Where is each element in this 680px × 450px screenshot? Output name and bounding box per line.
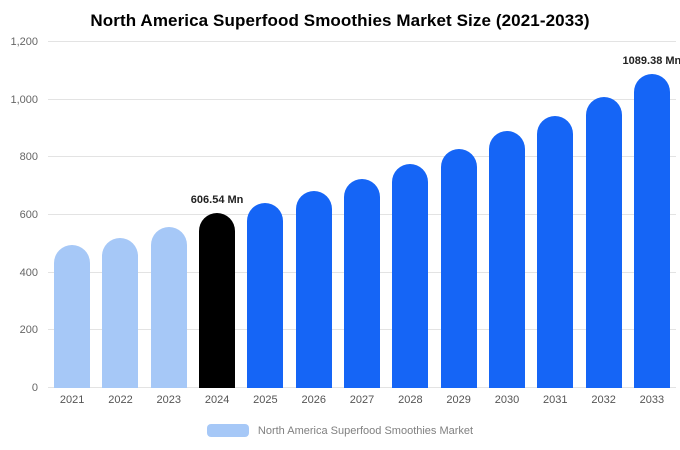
bar-slot <box>435 42 483 388</box>
y-tick-label: 800 <box>19 151 38 164</box>
bar-slot <box>145 42 193 388</box>
bar-2022 <box>102 238 139 388</box>
bar-slot <box>579 42 627 388</box>
legend: North America Superfood Smoothies Market <box>0 424 680 437</box>
legend-label: North America Superfood Smoothies Market <box>257 424 474 437</box>
x-tick-label: 2025 <box>253 394 278 406</box>
legend-swatch <box>206 424 249 437</box>
bar-2025 <box>247 203 284 388</box>
x-tick-label: 2030 <box>494 394 520 406</box>
bar-2028 <box>392 163 429 388</box>
bar-slot <box>338 42 386 388</box>
x-tick-label: 2028 <box>398 394 423 406</box>
bar-2027 <box>344 178 381 388</box>
bar-slot <box>48 42 96 388</box>
x-tick-label: 2032 <box>591 394 616 406</box>
plot-area: 606.54 Mn 1089.38 Mn <box>48 41 680 388</box>
gridline <box>48 98 676 100</box>
y-tick-label: 1,200 <box>10 36 38 48</box>
y-tick-label: 1,000 <box>10 93 38 106</box>
bar-slot <box>386 42 434 388</box>
x-axis: 2021 2022 2023 2024 2025 2026 2027 2028 2029 2030… <box>48 394 676 406</box>
bar-2021 <box>54 245 91 388</box>
bar-2033: 1089.38 Mn <box>623 55 680 388</box>
bar-2030 <box>488 131 525 388</box>
bar-slot <box>290 42 338 388</box>
gridline <box>48 41 676 42</box>
bar-2029 <box>440 148 477 388</box>
y-tick-label: 200 <box>19 324 38 337</box>
x-tick-label: 2031 <box>543 394 568 406</box>
bar-2032 <box>585 97 622 388</box>
y-axis: 0 200 400 600 800 1,000 1,200 <box>8 36 42 394</box>
x-tick-label: 2024 <box>204 394 230 406</box>
bar-2031 <box>537 115 574 388</box>
bar-slot: 606.54 Mn <box>191 42 243 388</box>
x-tick-label: 2029 <box>446 394 471 406</box>
bar-slot <box>96 42 144 388</box>
bar-slot: 1089.38 Mn <box>623 42 680 388</box>
bar-value-label: 1089.38 Mn <box>622 54 680 67</box>
y-tick-label: 400 <box>19 266 38 279</box>
bar-2026 <box>295 191 332 388</box>
bar-slot <box>531 42 579 388</box>
bars: 606.54 Mn 1089.38 Mn <box>48 42 680 388</box>
bar-slot <box>241 42 289 388</box>
chart: 0 200 400 600 800 1,000 1,200 606.54 Mn 1089.38… <box>8 36 680 394</box>
x-tick-label: 2022 <box>108 394 133 406</box>
bar-2023 <box>150 226 187 388</box>
bar-value-label: 606.54 Mn <box>190 194 244 207</box>
y-tick-label: 600 <box>19 209 38 221</box>
bar-slot <box>483 42 531 388</box>
bar-2024: 606.54 Mn <box>191 194 243 388</box>
gridline <box>48 156 676 158</box>
x-tick-label: 2026 <box>301 394 326 406</box>
x-tick-label: 2033 <box>639 394 665 406</box>
x-tick-label: 2023 <box>156 394 182 406</box>
x-tick-label: 2021 <box>59 394 85 406</box>
x-tick-label: 2027 <box>349 394 375 406</box>
chart-title: North America Superfood Smoothies Market… <box>90 11 590 30</box>
y-tick-label: 0 <box>31 382 38 394</box>
